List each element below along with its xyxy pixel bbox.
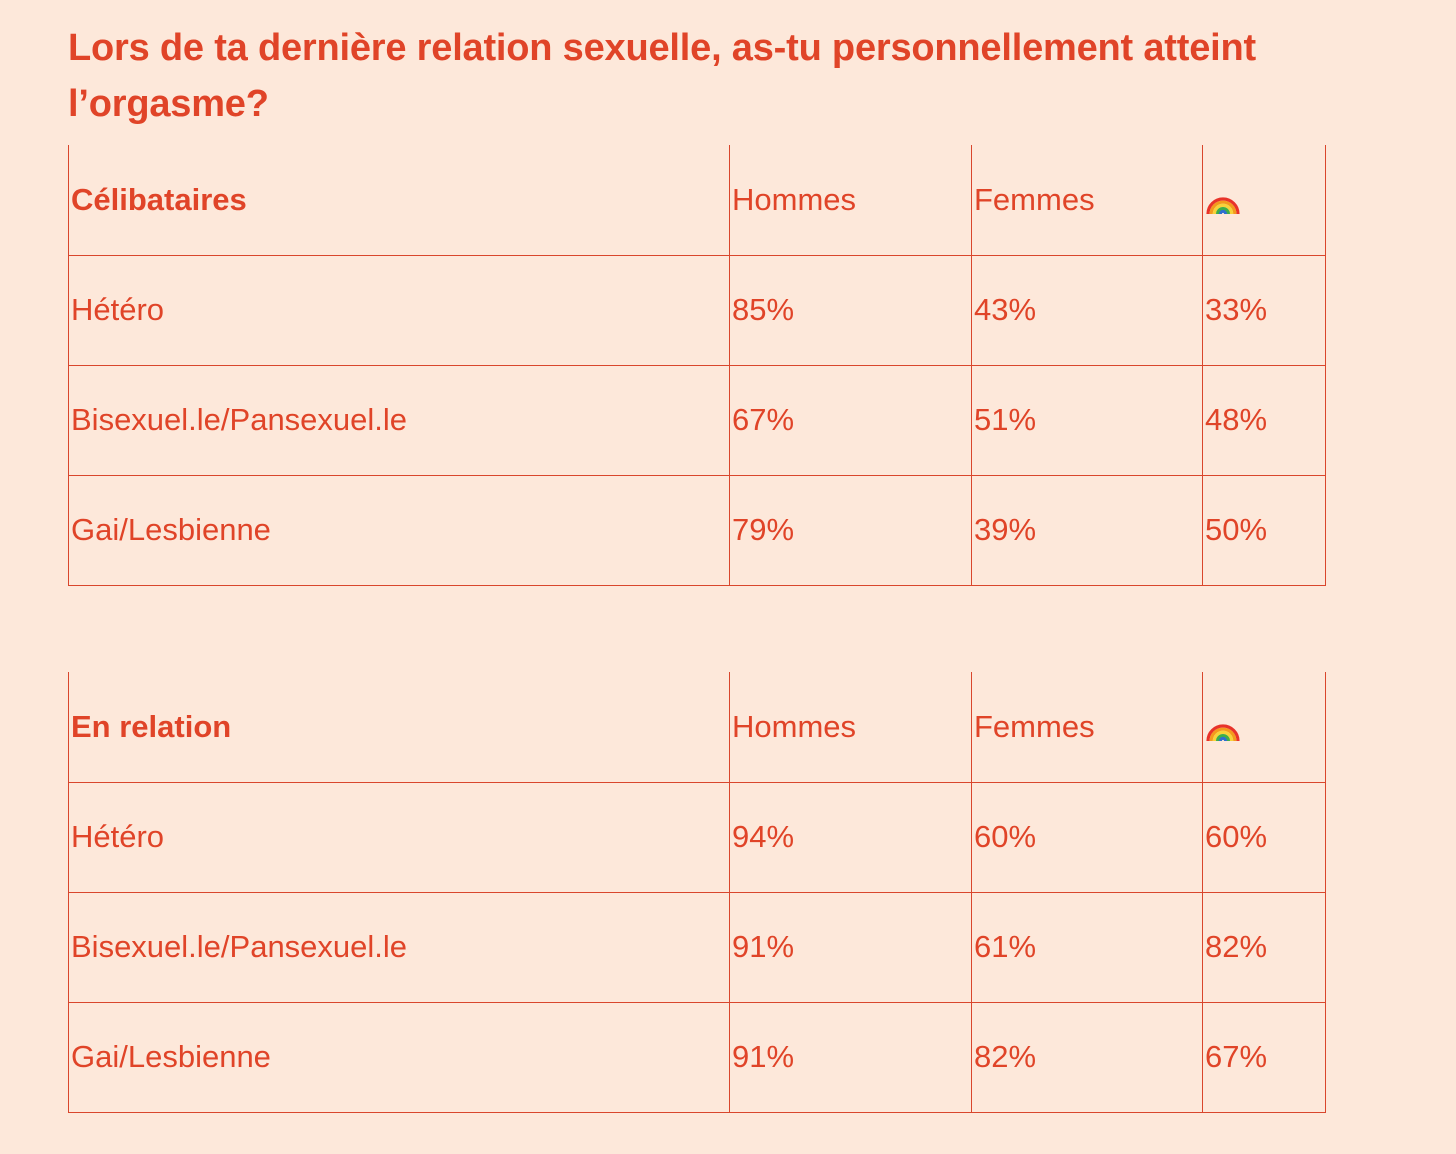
row-label: Hétéro	[68, 254, 730, 366]
table-celibataires: Célibataires Hommes Femmes Hétéro 85% 43…	[68, 145, 1326, 586]
table-cell: 43%	[971, 254, 1203, 366]
group-label: En relation	[68, 672, 730, 783]
table-row: Bisexuel.le/Pansexuel.le 67% 51% 48%	[68, 364, 1326, 476]
table-cell: 85%	[729, 254, 972, 366]
table-header-row: En relation Hommes Femmes	[68, 672, 1326, 783]
column-header: Hommes	[729, 672, 972, 783]
table-cell: 51%	[971, 364, 1203, 476]
table-cell: 33%	[1202, 254, 1326, 366]
row-label: Bisexuel.le/Pansexuel.le	[68, 891, 730, 1003]
table-cell: 94%	[729, 781, 972, 893]
column-header-lgbtq	[1202, 145, 1326, 256]
table-row: Hétéro 85% 43% 33%	[68, 254, 1326, 366]
table-cell: 60%	[971, 781, 1203, 893]
table-cell: 67%	[1202, 1001, 1326, 1113]
rainbow-icon	[1206, 724, 1240, 741]
table-cell: 39%	[971, 474, 1203, 586]
table-cell: 50%	[1202, 474, 1326, 586]
table-row: Hétéro 94% 60% 60%	[68, 781, 1326, 893]
column-header-lgbtq	[1202, 672, 1326, 783]
group-label: Célibataires	[68, 145, 730, 256]
table-row: Bisexuel.le/Pansexuel.le 91% 61% 82%	[68, 891, 1326, 1003]
table-cell: 60%	[1202, 781, 1326, 893]
table-cell: 91%	[729, 891, 972, 1003]
table-cell: 48%	[1202, 364, 1326, 476]
table-en-relation: En relation Hommes Femmes Hétéro 94% 60%…	[68, 672, 1326, 1113]
table-cell: 67%	[729, 364, 972, 476]
column-header: Hommes	[729, 145, 972, 256]
row-label: Gai/Lesbienne	[68, 474, 730, 586]
rainbow-icon	[1206, 197, 1240, 214]
table-cell: 82%	[971, 1001, 1203, 1113]
column-header: Femmes	[971, 672, 1203, 783]
table-cell: 91%	[729, 1001, 972, 1113]
page-title: Lors de ta dernière relation sexuelle, a…	[68, 27, 1256, 125]
table-cell: 82%	[1202, 891, 1326, 1003]
row-label: Hétéro	[68, 781, 730, 893]
table-cell: 61%	[971, 891, 1203, 1003]
row-label: Bisexuel.le/Pansexuel.le	[68, 364, 730, 476]
table-cell: 79%	[729, 474, 972, 586]
table-row: Gai/Lesbienne 91% 82% 67%	[68, 1001, 1326, 1113]
column-header: Femmes	[971, 145, 1203, 256]
table-row: Gai/Lesbienne 79% 39% 50%	[68, 474, 1326, 586]
row-label: Gai/Lesbienne	[68, 1001, 730, 1113]
table-header-row: Célibataires Hommes Femmes	[68, 145, 1326, 256]
